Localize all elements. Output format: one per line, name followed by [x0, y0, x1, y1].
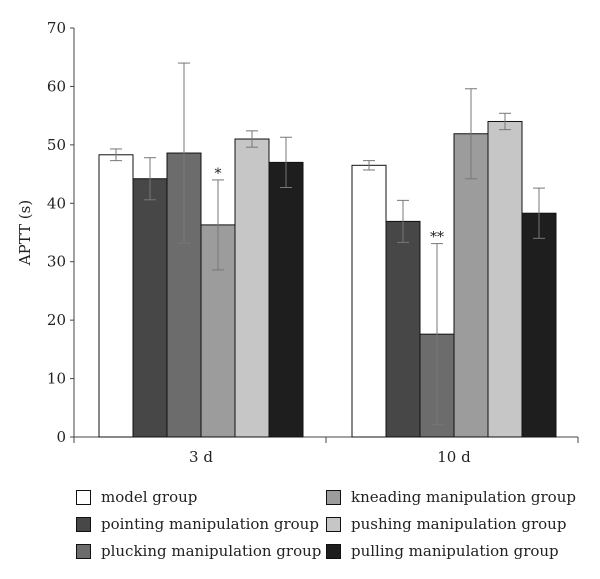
legend-label: pointing manipulation group	[101, 515, 319, 533]
legend-label: model group	[101, 488, 198, 506]
bar	[521, 212, 557, 438]
legend-swatch	[326, 489, 341, 505]
y-tick-label: 30	[47, 253, 66, 271]
bar	[98, 154, 134, 438]
y-axis-label: APTT (s)	[16, 200, 34, 266]
legend-item: pulling manipulation group	[326, 540, 559, 562]
legend-swatch	[326, 543, 341, 559]
legend-label: kneading manipulation group	[351, 488, 576, 506]
bar	[234, 138, 270, 438]
chart-legend: model group pointing manipulation group pl…	[76, 486, 596, 570]
y-tick-label: 70	[47, 19, 66, 37]
legend-item: plucking manipulation group	[76, 540, 321, 562]
y-tick-label: 20	[47, 311, 66, 329]
significance-marker: **	[430, 230, 444, 246]
legend-item: model group	[76, 486, 197, 508]
y-tick-label: 40	[47, 194, 66, 212]
bar	[268, 161, 304, 438]
chart-bars	[98, 120, 557, 438]
y-tick-label: 60	[47, 77, 66, 95]
y-tick-label: 0	[56, 428, 66, 446]
legend-swatch	[76, 543, 91, 559]
chart-error-bars	[110, 62, 545, 426]
legend-label: plucking manipulation group	[101, 542, 322, 560]
bar	[385, 220, 421, 438]
y-tick-label: 50	[47, 136, 66, 154]
x-tick-label: 3 d	[189, 448, 213, 466]
bar	[453, 133, 489, 438]
legend-swatch	[326, 516, 341, 532]
bar	[487, 120, 523, 438]
legend-label: pulling manipulation group	[351, 542, 559, 560]
legend-label: pushing manipulation group	[351, 515, 567, 533]
legend-item: pointing manipulation group	[76, 513, 319, 535]
significance-marker: *	[215, 166, 222, 182]
legend-item: kneading manipulation group	[326, 486, 576, 508]
bar	[132, 178, 168, 438]
bar	[351, 164, 387, 438]
legend-swatch	[76, 489, 91, 505]
legend-item: pushing manipulation group	[326, 513, 566, 535]
legend-swatch	[76, 516, 91, 532]
x-tick-label: 10 d	[437, 448, 471, 466]
y-tick-label: 10	[47, 370, 66, 388]
